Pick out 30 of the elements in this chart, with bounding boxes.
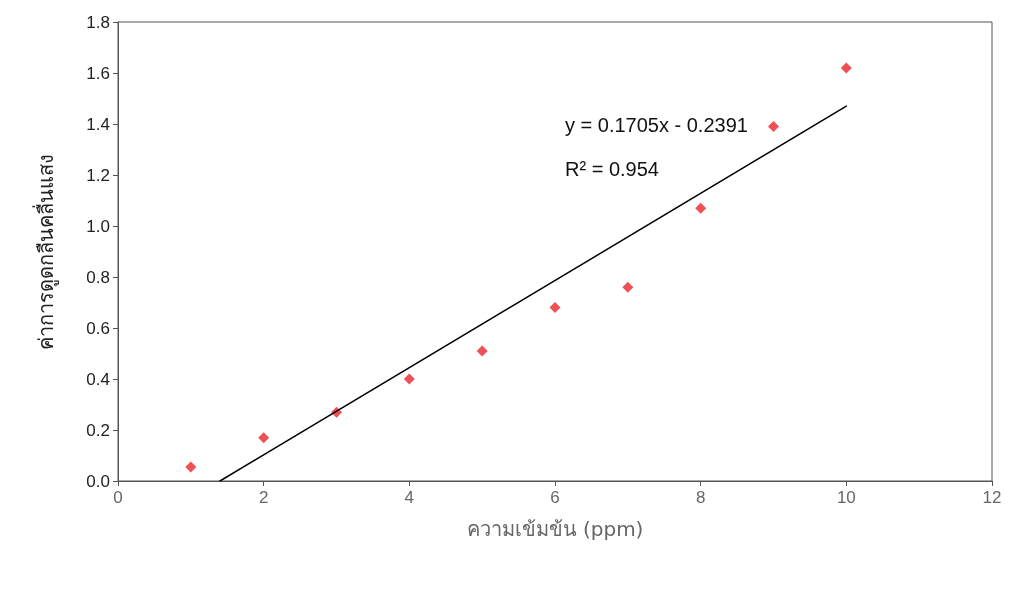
point <box>185 461 197 473</box>
point <box>622 281 634 293</box>
point <box>840 62 852 74</box>
y-tick-label: 0.6 <box>86 318 110 338</box>
y-tick-label: 1.2 <box>86 165 110 185</box>
x-axis-title: ความเข้มข้น (ppm) <box>466 517 644 541</box>
x-tick-label: 6 <box>550 488 560 507</box>
point <box>476 345 488 357</box>
annotation: y = 0.1705x - 0.2391 <box>564 114 748 136</box>
point <box>403 373 415 385</box>
point <box>258 432 270 444</box>
point <box>549 302 561 314</box>
point <box>695 202 707 214</box>
x-tick-label: 4 <box>404 488 415 507</box>
point <box>768 121 779 133</box>
y-axis-title: ค่าการดูดกลืนคลื่นแสง <box>32 153 59 350</box>
y-tick-label: 0.4 <box>86 369 110 389</box>
y-tick-label: 1.6 <box>86 63 110 83</box>
x-tick-label: 12 <box>982 488 1002 507</box>
y-tick-label: 0.8 <box>86 267 110 287</box>
x-tick-label: 0 <box>113 488 123 507</box>
y-tick-label: 1.0 <box>86 216 110 236</box>
x-tick-label: 10 <box>836 488 856 507</box>
x-tick-label: 2 <box>258 488 269 507</box>
y-tick-label: 1.8 <box>86 12 110 32</box>
x-tick-label: 8 <box>695 488 706 507</box>
y-tick-label: 1.4 <box>86 114 110 134</box>
annotation: R² = 0.954 <box>565 158 659 180</box>
y-tick-label: 0.2 <box>86 420 110 440</box>
y-tick-label: 0.0 <box>86 471 110 491</box>
